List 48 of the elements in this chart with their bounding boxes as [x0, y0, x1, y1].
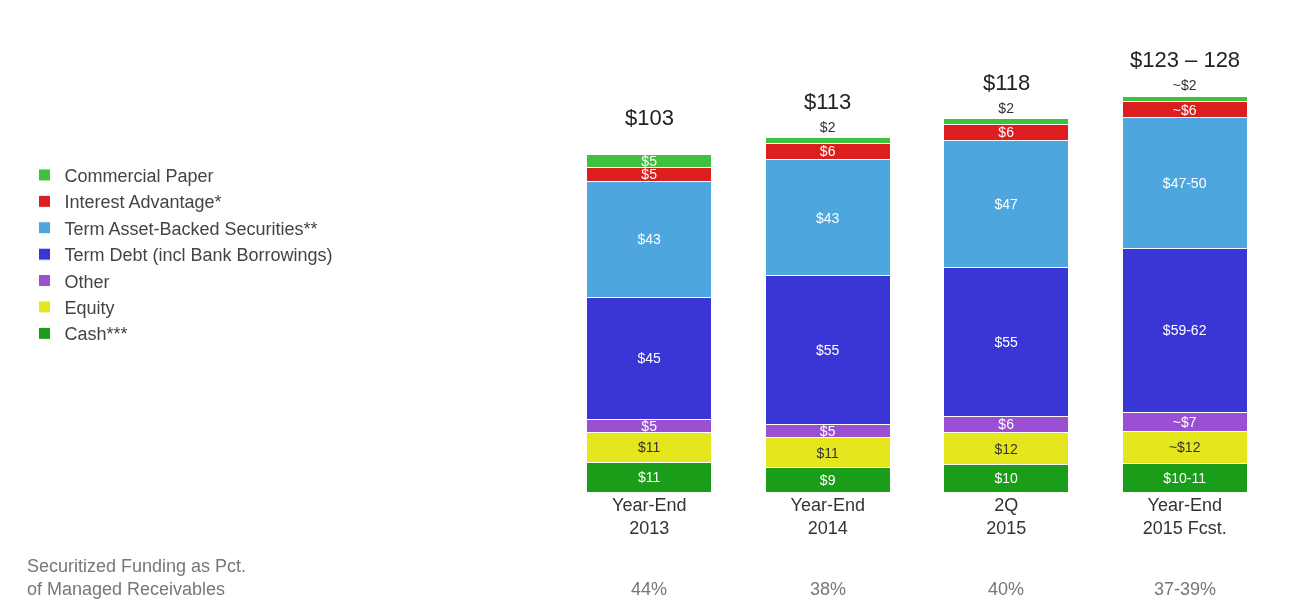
data-label: $10-11 [1163, 469, 1207, 486]
annotation: $103 [625, 105, 674, 130]
x-tick-label: Year-End 2014 [790, 495, 865, 539]
legend-label: Interest Advantage* [64, 192, 222, 213]
x-tick-label: 2Q 2015 [986, 495, 1027, 539]
text: 38% [810, 579, 847, 599]
text: 44% [631, 579, 668, 599]
data-label: $45 [637, 350, 662, 367]
data-label: $5 [641, 152, 658, 169]
text: Securitized Funding as Pct. of Managed Receivables [27, 556, 247, 600]
data-label: $6 [998, 416, 1015, 433]
data-label: ~$6 [1172, 101, 1197, 118]
legend-label: Cash*** [64, 324, 128, 345]
data-label: $43 [815, 209, 840, 226]
x-tick-label: Year-End 2013 [612, 495, 687, 539]
x-tick-label: Year-End 2015 Fcst. [1142, 495, 1227, 539]
data-label: ~$7 [1172, 413, 1197, 430]
data-label: $9 [819, 471, 836, 488]
data-label: $11 [637, 439, 661, 456]
data-label: $6 [998, 124, 1015, 141]
data-label: $5 [641, 417, 658, 434]
text: 40% [988, 579, 1025, 599]
data-label: $11 [637, 469, 661, 486]
data-label: ~$2 [1172, 77, 1197, 93]
data-label: $59-62 [1162, 322, 1207, 339]
data-label: $5 [819, 423, 836, 440]
legend-label: Other [64, 271, 110, 292]
data-label: $5 [641, 166, 658, 183]
legend-label: Term Asset-Backed Securities** [64, 218, 318, 239]
text: 37-39% [1154, 579, 1217, 599]
legend-label: Commercial Paper [64, 165, 214, 186]
annotation: $113 [804, 89, 852, 114]
legend-label: Term Debt (incl Bank Borrowings) [64, 245, 333, 266]
data-label: $43 [637, 231, 662, 248]
data-label: $2 [998, 99, 1015, 116]
data-label: $2 [819, 118, 836, 135]
text: $118 [983, 70, 1031, 95]
data-label: $12 [994, 440, 1019, 457]
data-label: $6 [819, 143, 836, 160]
data-label: $55 [815, 342, 840, 359]
data-label: $10 [994, 470, 1019, 487]
data-label: $47-50 [1162, 175, 1207, 192]
data-label: $47 [994, 196, 1019, 213]
text: $123 – 128 [1130, 47, 1241, 72]
legend-label: Equity [64, 297, 115, 318]
data-label: $55 [994, 333, 1019, 350]
data-label: ~$12 [1168, 439, 1201, 456]
data-label: $11 [816, 444, 840, 461]
